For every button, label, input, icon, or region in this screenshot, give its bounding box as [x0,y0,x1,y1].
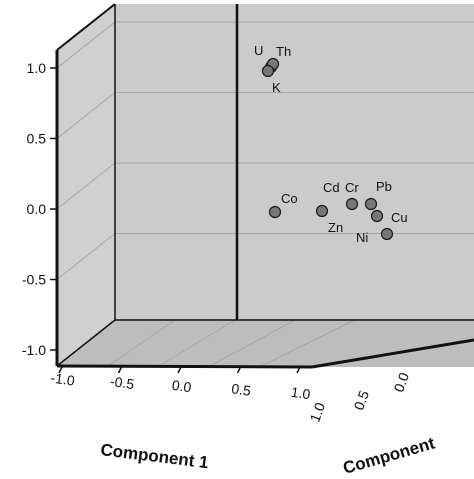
z-tick-label: 1.0 [27,60,47,76]
point-label-co: Co [281,191,298,206]
data-points: U Th K Co Cd Cr Pb Zn Cu Ni [254,43,408,245]
grid-line-wall [56,233,116,280]
x-tick-mark [117,366,123,374]
point-label-cr: Cr [345,180,359,195]
y-tick-label: 0.5 [350,388,372,412]
x-tick-label: -1.0 [50,369,76,388]
z-tick-label: -1.0 [22,342,46,358]
z-tick-label: 0.5 [27,131,47,147]
point-zn [315,204,329,218]
x-tick-mark [296,366,301,374]
grid-line-wall [56,92,116,139]
x-tick-label: 0.5 [230,380,252,399]
point-cu [370,209,384,223]
x-axis-title: Component 1 [100,440,210,472]
x-tick-label: 0.0 [171,377,193,396]
y-tick-label: 0.0 [390,370,412,394]
left-wall [57,4,115,366]
y-axis-title: Component [341,433,437,474]
edge-top-left [56,3,116,51]
point-k [261,64,275,78]
point-label-cd: Cd [323,180,340,195]
point-label-k: K [272,80,281,95]
grid-line-floor [107,319,176,367]
x-tick-label: -0.5 [109,373,135,392]
floor [57,320,474,367]
point-cr [364,197,378,211]
edge-floor-left [56,319,116,367]
edge-x-axis [56,364,313,369]
edge-y-axis [311,338,474,369]
point-label-zn: Zn [328,220,343,235]
point-cd [345,197,359,211]
point-label-u: U [254,43,263,58]
point-label-ni: Ni [356,230,368,245]
x-tick-label: 1.0 [290,384,312,403]
z-tick-label: 0.0 [27,201,47,217]
point-label-cu: Cu [391,210,408,225]
point-label-pb: Pb [376,179,392,194]
grid-line-floor [158,319,236,367]
x-tick-mark [236,366,242,374]
tick-labels: 1.00.50.0-0.5-1.0-1.0 -0.5 0.0 0.5 1.01.00.5… [22,60,412,424]
box-edges [55,3,474,369]
point-label-th: Th [276,44,291,59]
grid-line-floor [260,319,356,367]
grid-line-wall [56,162,116,210]
z-tick-label: -0.5 [22,272,46,288]
point-ni [380,227,394,241]
back-wall [115,4,474,320]
y-tick-label: 1.0 [306,400,328,424]
x-tick-mark [58,366,63,374]
grid-lines [56,21,474,367]
grid-line-wall [56,21,116,69]
point-co [268,205,282,219]
x-tick-mark [177,366,182,374]
grid-line-floor [209,319,296,367]
